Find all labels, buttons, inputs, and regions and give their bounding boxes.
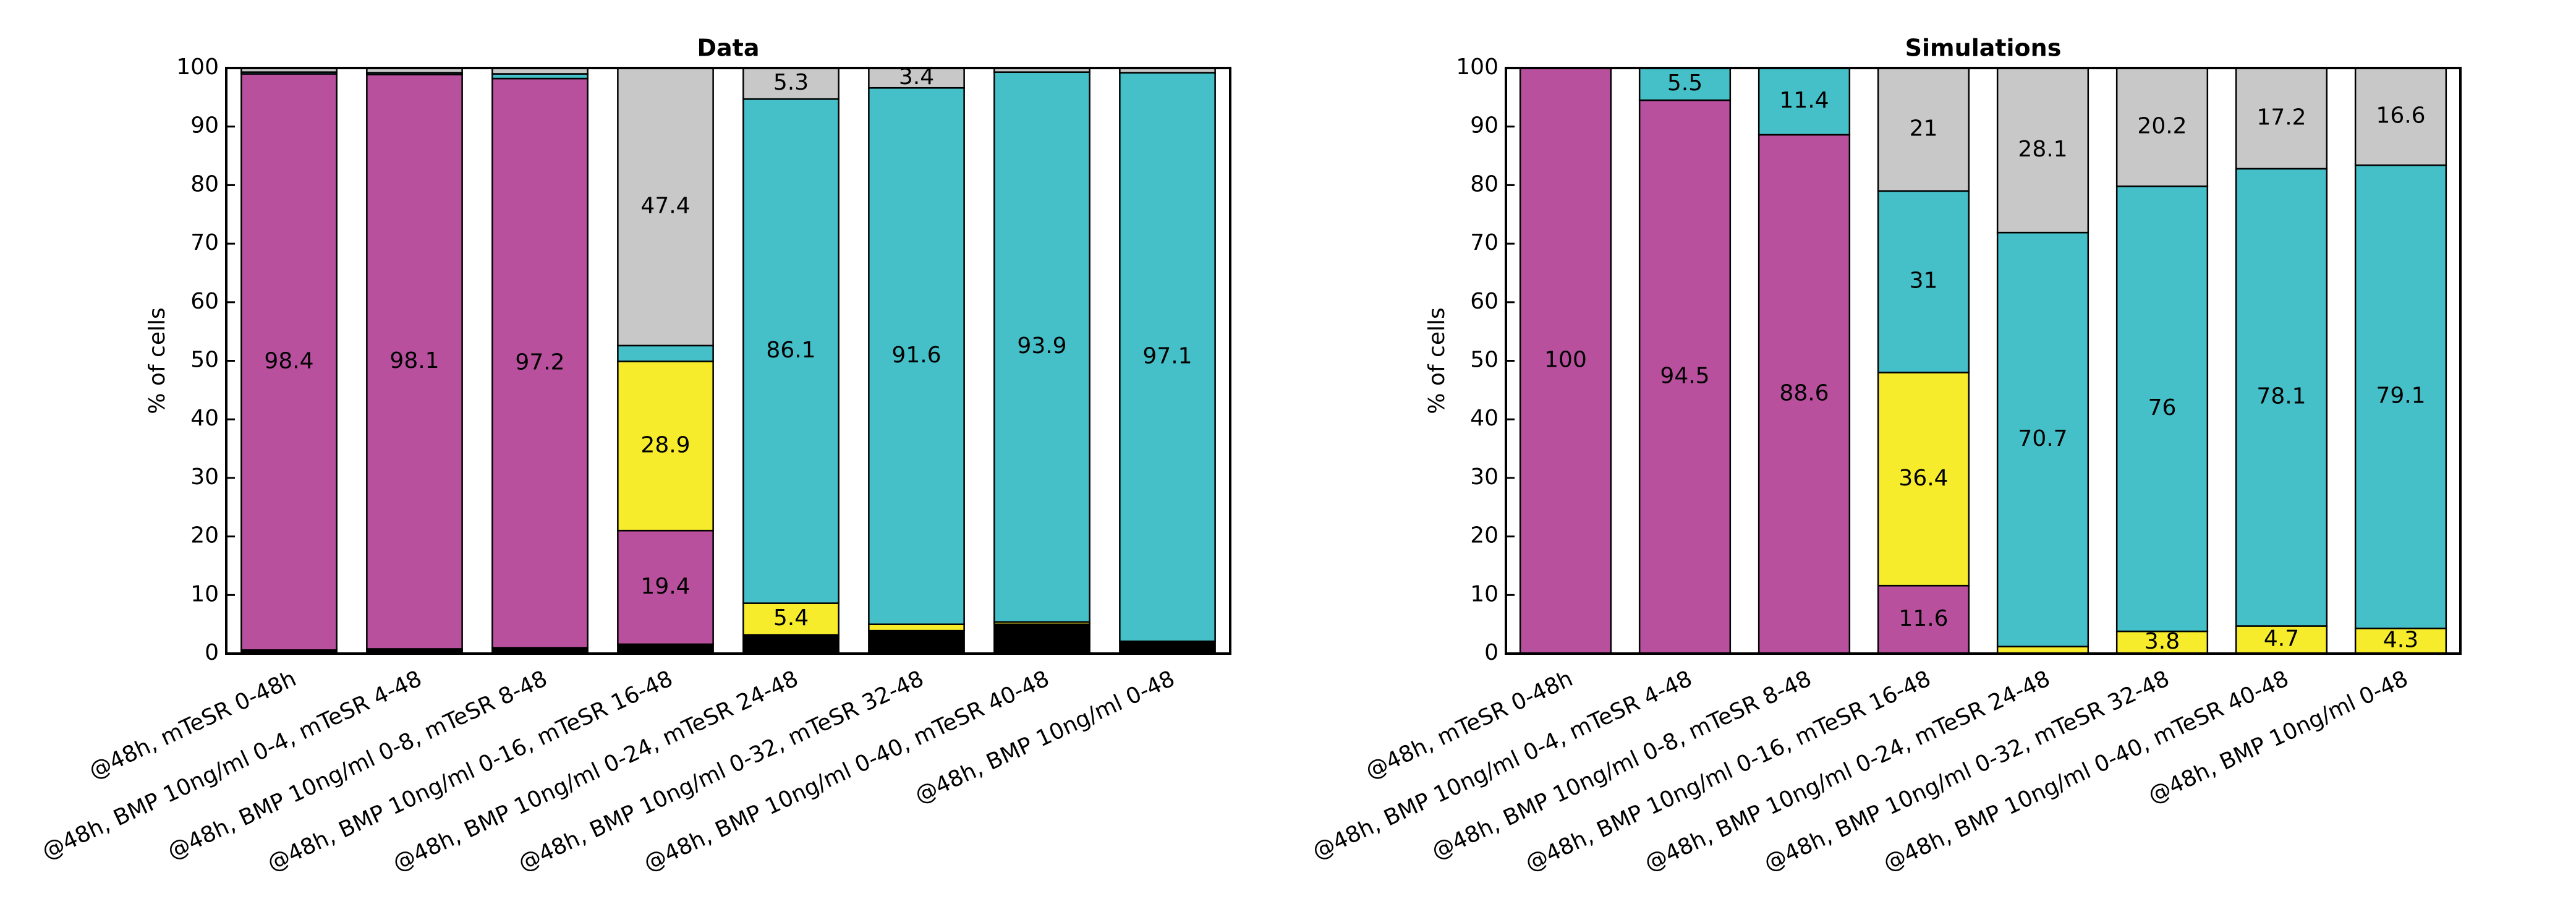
y-tick-label: 90 <box>1470 113 1498 139</box>
value-label: 28.1 <box>2018 137 2067 162</box>
value-label: 86.1 <box>766 338 815 363</box>
bar-segment <box>491 77 589 649</box>
bar-segment <box>1638 67 1732 101</box>
value-label: 4.3 <box>2383 628 2418 653</box>
bar-segment <box>1996 67 2089 234</box>
value-label: 79.1 <box>2376 383 2425 409</box>
plot-frame <box>1505 67 2462 655</box>
y-tick-label: 30 <box>1470 464 1498 490</box>
value-label: 98.1 <box>389 348 439 373</box>
bar-segment <box>2235 625 2328 655</box>
value-label: 97.1 <box>1142 343 1192 369</box>
bar-segment <box>617 643 714 655</box>
value-label: 16.6 <box>2376 103 2425 129</box>
bar-segment <box>617 360 714 532</box>
value-label: 70.7 <box>2018 426 2067 451</box>
y-tick-label: 10 <box>190 581 219 607</box>
bar-segment <box>1758 134 1851 655</box>
value-label: 36.4 <box>1898 466 1948 491</box>
value-label: 98.4 <box>264 348 313 373</box>
value-label: 21 <box>1910 116 1938 141</box>
y-tick-label: 90 <box>190 113 219 139</box>
y-tick-label: 0 <box>1484 640 1498 665</box>
chart-title: Simulations <box>1905 35 2062 62</box>
value-label: 5.5 <box>1667 70 1702 96</box>
value-label: 3.8 <box>2145 629 2180 654</box>
bar-segment <box>1877 190 1970 373</box>
bar-segment <box>993 71 1090 623</box>
bar-segment <box>2235 168 2328 627</box>
value-label: 78.1 <box>2256 384 2306 409</box>
y-tick-label: 80 <box>190 171 219 197</box>
value-label: 88.6 <box>1779 380 1829 406</box>
value-label: 5.4 <box>773 605 809 631</box>
bar-segment <box>1119 640 1216 655</box>
y-tick-label: 20 <box>1470 523 1498 548</box>
bar-segment <box>366 74 463 650</box>
y-tick-label: 100 <box>176 54 219 80</box>
bar-segment <box>2115 630 2209 655</box>
y-tick-label: 60 <box>1470 289 1498 314</box>
x-tick-label: @48h, mTeSR 0-48h <box>85 666 300 784</box>
bar-segment <box>1996 231 2089 647</box>
y-tick-label: 20 <box>190 523 219 548</box>
bar-segment <box>617 529 714 646</box>
value-label: 4.7 <box>2264 626 2299 652</box>
bar-segment <box>1758 67 1851 136</box>
value-label: 100 <box>1544 348 1587 373</box>
y-tick-label: 50 <box>1470 348 1498 373</box>
bar-segment <box>868 629 965 655</box>
value-label: 91.6 <box>891 343 941 368</box>
value-label: 94.5 <box>1660 364 1709 389</box>
y-axis-label: % of cells <box>145 307 170 414</box>
value-label: 47.4 <box>640 193 690 218</box>
value-label: 11.6 <box>1898 606 1948 631</box>
bar-segment <box>2354 164 2447 629</box>
bar-segment <box>1119 72 1216 642</box>
y-tick-label: 70 <box>190 230 219 255</box>
bar-segment <box>2354 628 2447 655</box>
bar-segment <box>1638 99 1732 655</box>
bar-segment <box>2235 67 2328 170</box>
value-label: 5.3 <box>773 70 809 95</box>
value-label: 17.2 <box>2256 104 2306 130</box>
y-tick-label: 50 <box>190 348 219 373</box>
bar-segment <box>2115 185 2209 633</box>
bar-segment <box>1877 67 1970 192</box>
bar-segment <box>2115 67 2209 187</box>
value-label: 11.4 <box>1779 88 1829 113</box>
bar-segment <box>868 87 965 625</box>
chart-title: Data <box>697 35 760 62</box>
y-tick-label: 40 <box>1470 406 1498 431</box>
y-tick-label: 10 <box>1470 581 1498 607</box>
value-label: 31 <box>1910 268 1938 294</box>
y-tick-label: 80 <box>1470 171 1498 197</box>
value-label: 97.2 <box>515 349 564 375</box>
bar-segment <box>240 73 338 651</box>
bar-segment <box>617 67 714 347</box>
y-tick-label: 100 <box>1456 54 1498 80</box>
bar-segment <box>1519 67 1612 655</box>
value-label: 76 <box>2148 395 2177 420</box>
y-tick-label: 0 <box>205 640 219 665</box>
y-axis-label: % of cells <box>1424 307 1450 414</box>
bar-segment <box>1877 372 1970 587</box>
value-label: 28.9 <box>640 432 690 458</box>
y-tick-label: 70 <box>1470 230 1498 255</box>
y-tick-label: 60 <box>190 289 219 314</box>
value-label: 19.4 <box>640 574 690 599</box>
y-tick-label: 30 <box>190 464 219 490</box>
bar-segment <box>868 623 965 632</box>
plot-frame <box>225 67 1231 655</box>
bar-segment <box>993 623 1090 655</box>
bar-segment <box>868 67 965 89</box>
bar-segment <box>742 98 840 604</box>
value-label: 93.9 <box>1017 333 1066 359</box>
bar-segment <box>742 634 840 655</box>
y-tick-label: 40 <box>190 406 219 431</box>
value-label: 20.2 <box>2137 114 2187 139</box>
bar-segment <box>617 344 714 362</box>
bar-segment <box>742 67 840 100</box>
